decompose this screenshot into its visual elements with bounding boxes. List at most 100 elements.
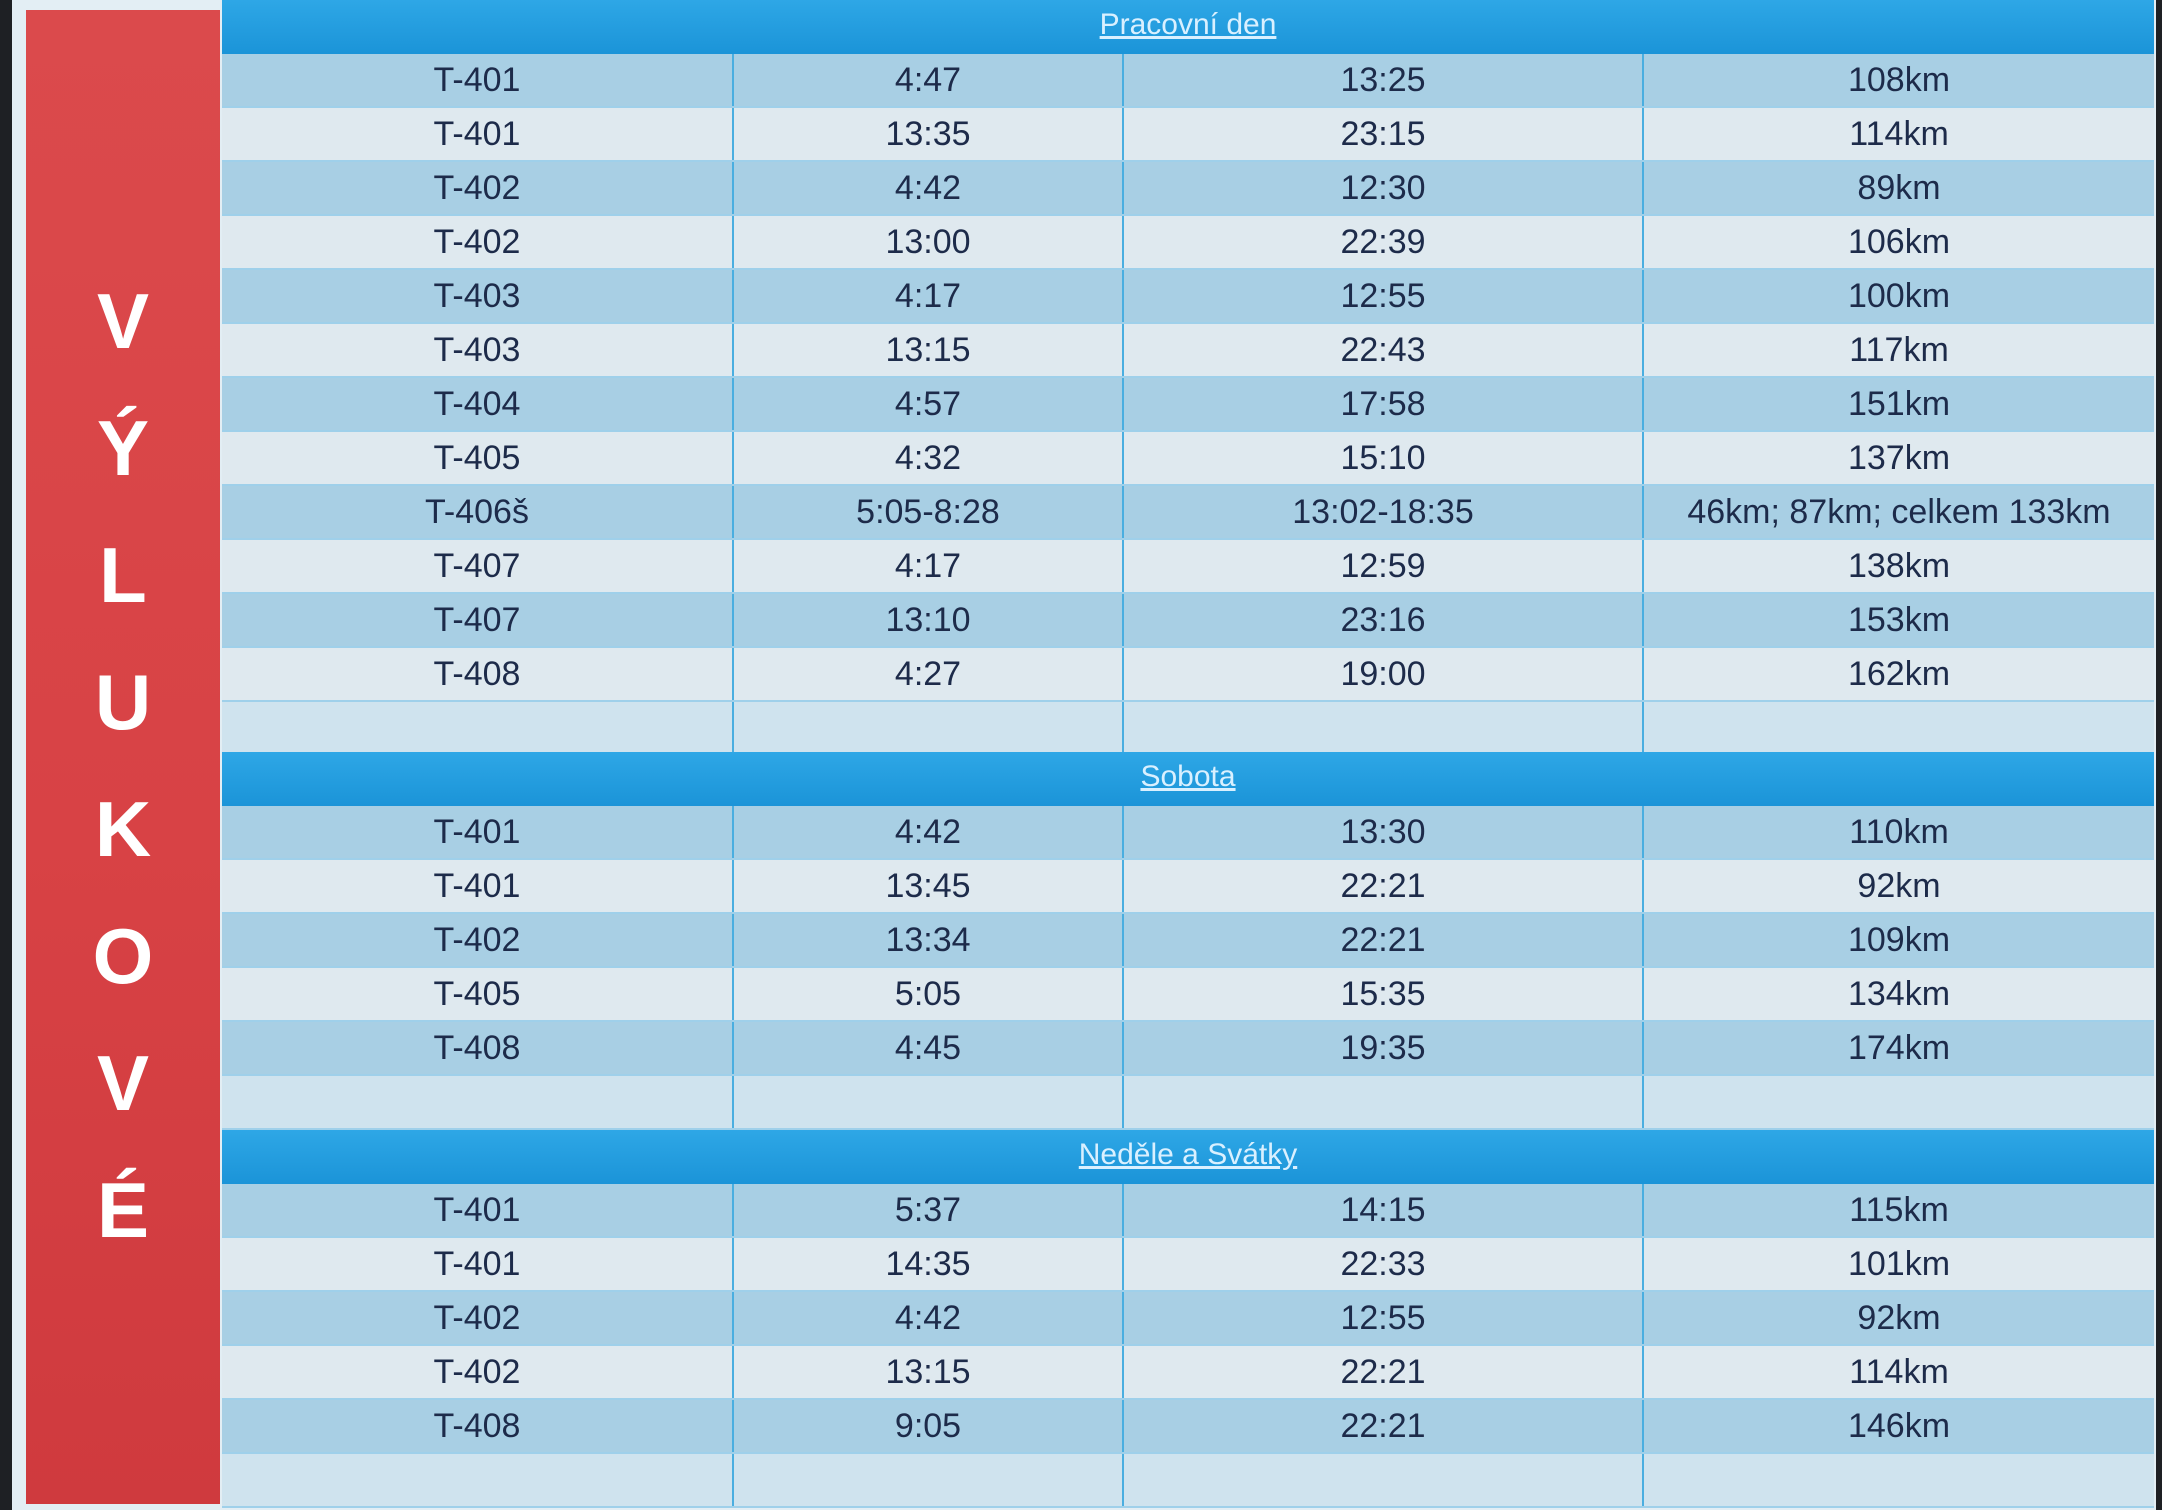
table-row: T-408 9:05 22:21 146km xyxy=(222,1400,2154,1454)
end-time-cell: 22:33 xyxy=(1124,1238,1644,1290)
end-time-cell: 22:21 xyxy=(1124,1346,1644,1398)
table-row: T-406š 5:05-8:28 13:02-18:35 46km; 87km; ce… xyxy=(222,486,2154,540)
section-header: Neděle a Svátky xyxy=(222,1130,2154,1184)
distance-cell: 110km xyxy=(1849,812,1949,851)
route-cell: T-408 xyxy=(222,648,734,700)
table-row: T-405 4:32 15:10 137km xyxy=(222,432,2154,486)
distance-cell: 92km xyxy=(1857,866,1941,905)
route-cell: T-402 xyxy=(222,216,734,268)
end-time-cell: 19:00 xyxy=(1124,648,1644,700)
start-time-cell: 5:37 xyxy=(734,1184,1124,1236)
table-row: T-405 5:05 15:35 134km xyxy=(222,968,2154,1022)
empty-row xyxy=(222,702,2154,756)
table-row: T-401 13:35 23:15 114km xyxy=(222,108,2154,162)
distance-cell: 117km xyxy=(1849,330,1949,369)
route-cell: T-406š xyxy=(222,486,734,538)
start-time-cell: 13:35 xyxy=(734,108,1124,160)
table-row: T-401 4:47 13:25 108km xyxy=(222,54,2154,108)
table-row: T-407 4:17 12:59 138km xyxy=(222,540,2154,594)
route-cell: T-408 xyxy=(222,1022,734,1074)
start-time-cell: 4:47 xyxy=(734,54,1124,106)
start-time-cell: 4:32 xyxy=(734,432,1124,484)
start-time-cell: 13:15 xyxy=(734,1346,1124,1398)
distance-cell: 134km xyxy=(1847,974,1951,1013)
start-time-cell: 14:35 xyxy=(734,1238,1124,1290)
shift-table: Pracovní den T-401 4:47 13:25 108km T-401 13:3… xyxy=(222,0,2154,1510)
start-time-cell: 4:57 xyxy=(734,378,1124,430)
route-cell: T-401 xyxy=(222,1238,734,1290)
end-time-cell: 15:10 xyxy=(1124,432,1644,484)
table-row: T-408 4:45 19:35 174km xyxy=(222,1022,2154,1076)
start-time-cell: 13:00 xyxy=(734,216,1124,268)
empty-cell xyxy=(734,1454,1124,1506)
title-letter: U xyxy=(94,658,152,746)
start-time-cell: 4:45 xyxy=(734,1022,1124,1074)
start-time-cell: 4:42 xyxy=(734,806,1124,858)
end-time-cell: 17:58 xyxy=(1124,378,1644,430)
route-cell: T-402 xyxy=(222,1346,734,1398)
table-row: T-401 4:42 13:30 110km xyxy=(222,806,2154,860)
table-row: T-403 13:15 22:43 117km xyxy=(222,324,2154,378)
start-time-cell: 4:42 xyxy=(734,162,1124,214)
empty-cell xyxy=(734,702,1124,754)
table-row: T-401 13:45 22:21 92km xyxy=(222,860,2154,914)
end-time-cell: 23:16 xyxy=(1124,594,1644,646)
table-row: T-402 4:42 12:55 92km xyxy=(222,1292,2154,1346)
end-time-cell: 22:21 xyxy=(1124,1400,1644,1452)
route-cell: T-403 xyxy=(222,324,734,376)
route-cell: T-407 xyxy=(222,594,734,646)
title-letter: É xyxy=(96,1166,150,1254)
empty-row xyxy=(222,1076,2154,1130)
end-time-cell: 22:43 xyxy=(1124,324,1644,376)
start-time-cell: 13:10 xyxy=(734,594,1124,646)
empty-cell xyxy=(222,702,734,754)
empty-cell xyxy=(222,1076,734,1128)
end-time-cell: 15:35 xyxy=(1124,968,1644,1020)
end-time-cell: 13:30 xyxy=(1124,806,1644,858)
distance-cell: 46km; 87km; celkem 133km xyxy=(1687,492,2111,531)
title-letter: L xyxy=(99,531,147,619)
empty-cell xyxy=(1124,1454,1644,1506)
empty-cell xyxy=(1124,702,1644,754)
end-time-cell: 13:02-18:35 xyxy=(1124,486,1644,538)
end-time-cell: 22:21 xyxy=(1124,914,1644,966)
empty-row xyxy=(222,1454,2154,1508)
table-row: T-401 14:35 22:33 101km xyxy=(222,1238,2154,1292)
table-row: T-401 5:37 14:15 115km xyxy=(222,1184,2154,1238)
route-cell: T-401 xyxy=(222,54,734,106)
vertical-title-band: V Ý L U K O V É xyxy=(26,10,220,1504)
distance-cell: 101km xyxy=(1847,1244,1951,1283)
end-time-cell: 12:30 xyxy=(1124,162,1644,214)
distance-cell: 137km xyxy=(1847,438,1951,477)
distance-cell: 146km xyxy=(1847,1406,1951,1445)
distance-cell: 115km xyxy=(1849,1190,1949,1229)
empty-cell xyxy=(1644,1076,2154,1128)
distance-cell: 106km xyxy=(1847,222,1951,261)
section-header: Sobota xyxy=(222,752,2154,806)
vertical-title: V Ý L U K O V É xyxy=(26,258,220,1274)
distance-cell: 108km xyxy=(1847,60,1951,99)
route-cell: T-401 xyxy=(222,1184,734,1236)
table-row: T-402 13:15 22:21 114km xyxy=(222,1346,2154,1400)
end-time-cell: 23:15 xyxy=(1124,108,1644,160)
distance-cell: 89km xyxy=(1857,168,1941,207)
empty-cell xyxy=(734,1076,1124,1128)
table-row: T-403 4:17 12:55 100km xyxy=(222,270,2154,324)
empty-cell xyxy=(1644,702,2154,754)
end-time-cell: 13:25 xyxy=(1124,54,1644,106)
distance-cell: 114km xyxy=(1849,1352,1949,1391)
distance-cell: 151km xyxy=(1847,384,1951,423)
route-cell: T-408 xyxy=(222,1400,734,1452)
title-letter: O xyxy=(92,912,154,1000)
table-row: T-402 13:34 22:21 109km xyxy=(222,914,2154,968)
start-time-cell: 13:34 xyxy=(734,914,1124,966)
end-time-cell: 14:15 xyxy=(1124,1184,1644,1236)
route-cell: T-401 xyxy=(222,108,734,160)
route-cell: T-405 xyxy=(222,968,734,1020)
distance-cell: 92km xyxy=(1857,1298,1941,1337)
distance-cell: 138km xyxy=(1847,546,1951,585)
start-time-cell: 13:15 xyxy=(734,324,1124,376)
distance-cell: 174km xyxy=(1847,1028,1951,1067)
empty-cell xyxy=(1124,1076,1644,1128)
end-time-cell: 19:35 xyxy=(1124,1022,1644,1074)
